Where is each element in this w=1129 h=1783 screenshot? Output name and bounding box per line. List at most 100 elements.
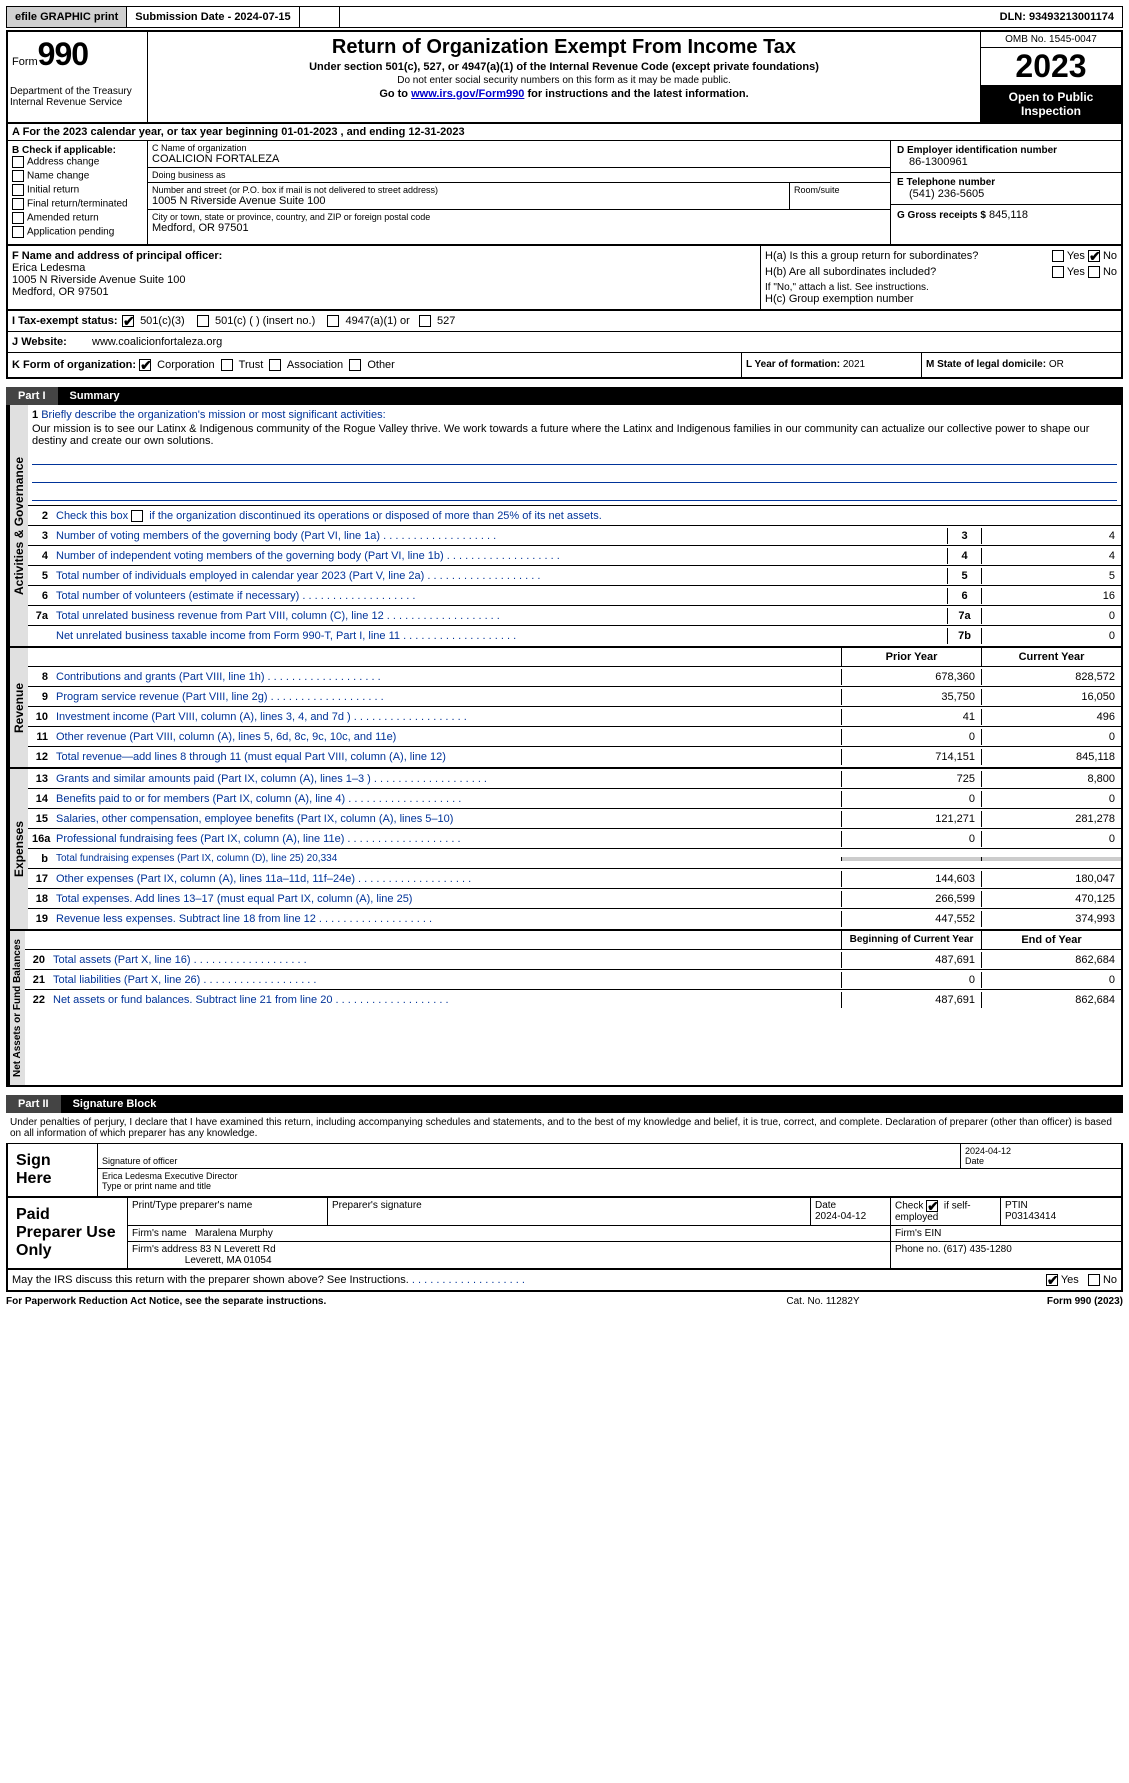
chk-501c[interactable]	[197, 315, 209, 327]
c20: 862,684	[981, 952, 1121, 968]
q16b: Total fundraising expenses (Part IX, col…	[52, 851, 841, 866]
c19: 374,993	[981, 911, 1121, 927]
q16a: Professional fundraising fees (Part IX, …	[52, 831, 841, 847]
v7a: 0	[981, 608, 1121, 624]
efile-print-btn[interactable]: efile GRAPHIC print	[7, 7, 127, 27]
row-f-h: F Name and address of principal officer:…	[6, 246, 1123, 311]
q7b: Net unrelated business taxable income fr…	[52, 628, 947, 644]
org-name: COALICION FORTALEZA	[152, 153, 886, 165]
q21: Total liabilities (Part X, line 26)	[49, 972, 841, 988]
part2-label: Part II	[6, 1095, 61, 1113]
chk-501c3[interactable]	[122, 315, 134, 327]
q7a: Total unrelated business revenue from Pa…	[52, 608, 947, 624]
row-i: I Tax-exempt status: 501(c)(3) 501(c) ( …	[6, 311, 1123, 332]
check-address-change[interactable]	[12, 156, 24, 168]
p16b-shade	[841, 857, 981, 861]
chk-4947[interactable]	[327, 315, 339, 327]
q20: Total assets (Part X, line 16)	[49, 952, 841, 968]
q19: Revenue less expenses. Subtract line 18 …	[52, 911, 841, 927]
row-k: K Form of organization: Corporation Trus…	[6, 353, 1123, 379]
dept-treasury: Department of the Treasury Internal Reve…	[10, 86, 140, 108]
city-label: City or town, state or province, country…	[152, 212, 886, 222]
box-d: D Employer identification number 86-1300…	[891, 141, 1121, 244]
v3: 4	[981, 528, 1121, 544]
footer-right: Form 990 (2023)	[923, 1296, 1123, 1307]
footer: For Paperwork Reduction Act Notice, see …	[6, 1292, 1123, 1311]
sig-intro: Under penalties of perjury, I declare th…	[6, 1113, 1123, 1144]
officer-name: Erica Ledesma	[12, 262, 756, 274]
check-app-pending[interactable]	[12, 226, 24, 238]
q15: Salaries, other compensation, employee b…	[52, 811, 841, 827]
c15: 281,278	[981, 811, 1121, 827]
c21: 0	[981, 972, 1121, 988]
hdr-beg: Beginning of Current Year	[841, 931, 981, 949]
part2-header: Part II Signature Block	[6, 1095, 1123, 1113]
sign-here-label: Sign Here	[8, 1144, 98, 1196]
mission-line-3	[32, 487, 1117, 501]
c22: 862,684	[981, 992, 1121, 1008]
ein-value: 86-1300961	[897, 156, 1115, 168]
q5: Total number of individuals employed in …	[52, 568, 947, 584]
chk-assoc[interactable]	[269, 359, 281, 371]
q1-label: Briefly describe the organization's miss…	[41, 409, 385, 421]
paid-preparer-block: Paid Preparer Use Only Print/Type prepar…	[6, 1198, 1123, 1270]
ha-no[interactable]	[1088, 250, 1100, 262]
vert-exp: Expenses	[8, 769, 28, 929]
q14: Benefits paid to or for members (Part IX…	[52, 791, 841, 807]
form-link: Go to www.irs.gov/Form990 for instructio…	[152, 88, 976, 100]
check-initial-return[interactable]	[12, 184, 24, 196]
check-final-return[interactable]	[12, 198, 24, 210]
p13: 725	[841, 771, 981, 787]
activities-governance: Activities & Governance 1 Briefly descri…	[6, 405, 1123, 648]
phone-label: E Telephone number	[897, 177, 1115, 188]
v6: 16	[981, 588, 1121, 604]
chk-other[interactable]	[349, 359, 361, 371]
q1-text: Our mission is to see our Latinx & Indig…	[32, 423, 1117, 447]
chk-corp[interactable]	[139, 359, 151, 371]
chk-trust[interactable]	[221, 359, 233, 371]
irs-link[interactable]: www.irs.gov/Form990	[411, 88, 524, 100]
hb-no[interactable]	[1088, 266, 1100, 278]
chk-self-employed[interactable]	[926, 1200, 938, 1212]
chk-q2[interactable]	[131, 510, 143, 522]
officer-addr2: Medford, OR 97501	[12, 286, 756, 298]
part1-title: Summary	[58, 387, 132, 405]
check-name-change[interactable]	[12, 170, 24, 182]
p21: 0	[841, 972, 981, 988]
netassets-section: Net Assets or Fund Balances Beginning of…	[6, 931, 1123, 1087]
form-title: Return of Organization Exempt From Incom…	[152, 36, 976, 59]
gross-value: 845,118	[989, 209, 1028, 221]
phone-value: (541) 236-5605	[897, 188, 1115, 200]
form-note: Do not enter social security numbers on …	[152, 75, 976, 86]
discuss-no[interactable]	[1088, 1274, 1100, 1286]
q2: Check this box if the organization disco…	[52, 508, 1121, 524]
p22: 487,691	[841, 992, 981, 1008]
hdr-curr: Current Year	[981, 648, 1121, 666]
p14: 0	[841, 791, 981, 807]
p18: 266,599	[841, 891, 981, 907]
form-header: Form990 Return of Organization Exempt Fr…	[6, 30, 1123, 124]
chk-527[interactable]	[419, 315, 431, 327]
c11: 0	[981, 729, 1121, 745]
officer-addr1: 1005 N Riverside Avenue Suite 100	[12, 274, 756, 286]
ha-yes[interactable]	[1052, 250, 1064, 262]
box-hc: H(c) Group exemption number	[765, 293, 1117, 305]
p17: 144,603	[841, 871, 981, 887]
c18: 470,125	[981, 891, 1121, 907]
period-row: A For the 2023 calendar year, or tax yea…	[6, 124, 1123, 141]
p12: 714,151	[841, 749, 981, 765]
topbar: efile GRAPHIC print Submission Date - 20…	[6, 6, 1123, 28]
q6: Total number of volunteers (estimate if …	[52, 588, 947, 604]
q12: Total revenue—add lines 8 through 11 (mu…	[52, 749, 841, 765]
revenue-section: Revenue Prior YearCurrent Year 8Contribu…	[6, 648, 1123, 769]
box-b: B Check if applicable: Address change Na…	[8, 141, 148, 244]
sign-here-block: Sign Here Signature of officer 2024-04-1…	[6, 1144, 1123, 1198]
hb-yes[interactable]	[1052, 266, 1064, 278]
check-amended[interactable]	[12, 212, 24, 224]
city-value: Medford, OR 97501	[152, 222, 886, 234]
discuss-yes[interactable]	[1046, 1274, 1058, 1286]
p20: 487,691	[841, 952, 981, 968]
hdr-end: End of Year	[981, 931, 1121, 949]
footer-left: For Paperwork Reduction Act Notice, see …	[6, 1296, 723, 1307]
p9: 35,750	[841, 689, 981, 705]
